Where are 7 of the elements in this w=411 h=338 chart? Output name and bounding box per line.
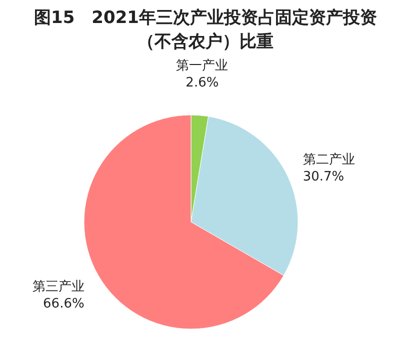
slice-label: 第二产业 (302, 152, 355, 168)
data-label: 2.6% (186, 75, 219, 90)
slice-label: 第一产业 (176, 58, 228, 74)
slice-label: 第三产业 (32, 280, 84, 294)
data-label: 66.6% (43, 296, 84, 312)
chart-title: 图15 2021年三次产业投资占固定资产投资（不含农户）比重 (33, 7, 378, 54)
data-label: 30.7% (302, 169, 344, 184)
